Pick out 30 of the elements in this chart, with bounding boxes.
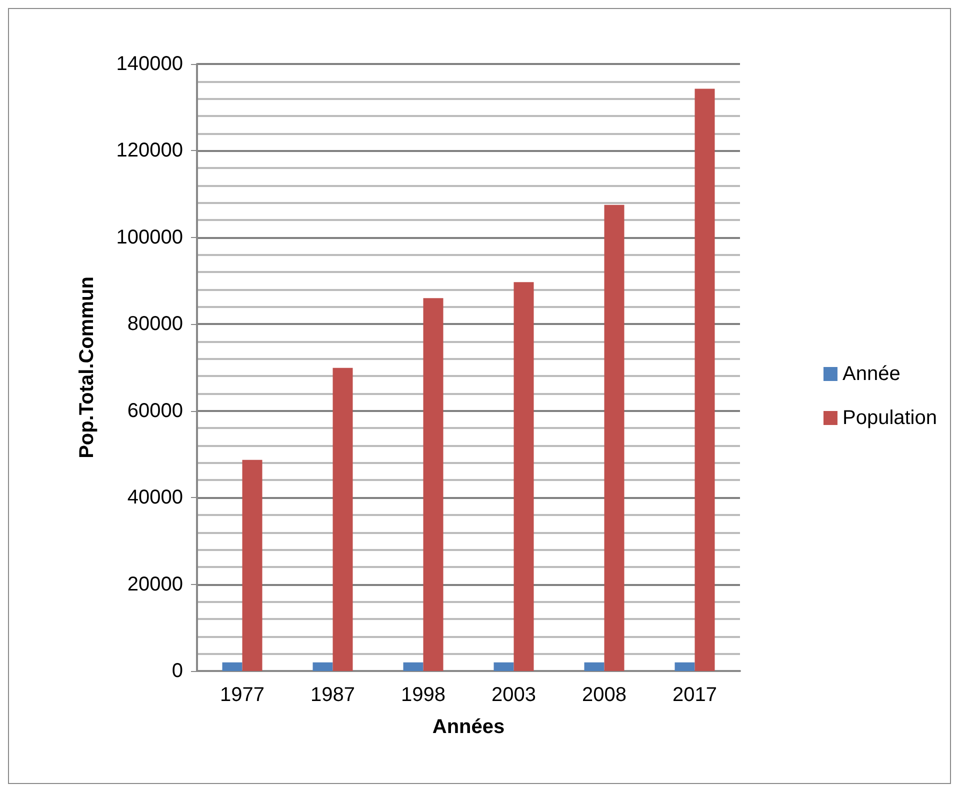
x-tick-label: 2003	[492, 684, 536, 706]
y-tick-label: 80000	[127, 313, 183, 336]
bar	[674, 662, 695, 671]
y-tick-label: 20000	[127, 573, 183, 596]
bar	[494, 662, 514, 671]
bar	[584, 662, 604, 671]
bar	[312, 662, 333, 671]
y-tick-label: 100000	[116, 226, 183, 248]
legend-label: Population	[842, 407, 938, 429]
bar	[694, 88, 715, 671]
bar	[423, 298, 444, 671]
x-tick-label: 1977	[220, 684, 264, 706]
x-tick-label: 1998	[401, 684, 446, 706]
y-tick-label: 0	[172, 660, 183, 682]
bar	[514, 282, 534, 671]
bar	[403, 662, 424, 671]
y-tick-label: 60000	[127, 400, 183, 422]
y-tick-label: 120000	[116, 140, 183, 162]
bar	[222, 662, 242, 671]
x-tick-label: 2017	[672, 684, 717, 706]
x-tick-label: 2008	[582, 684, 626, 706]
y-tick-label: 40000	[127, 486, 183, 509]
bar	[242, 460, 262, 671]
bar	[332, 368, 353, 671]
y-tick-label: 140000	[116, 53, 183, 75]
x-tick-label: 1987	[310, 684, 355, 706]
legend-label: Année	[842, 363, 900, 385]
bar	[604, 204, 624, 671]
x-axis-title: Années	[432, 716, 505, 738]
y-axis-title: Pop.Total.Commun	[76, 276, 98, 458]
